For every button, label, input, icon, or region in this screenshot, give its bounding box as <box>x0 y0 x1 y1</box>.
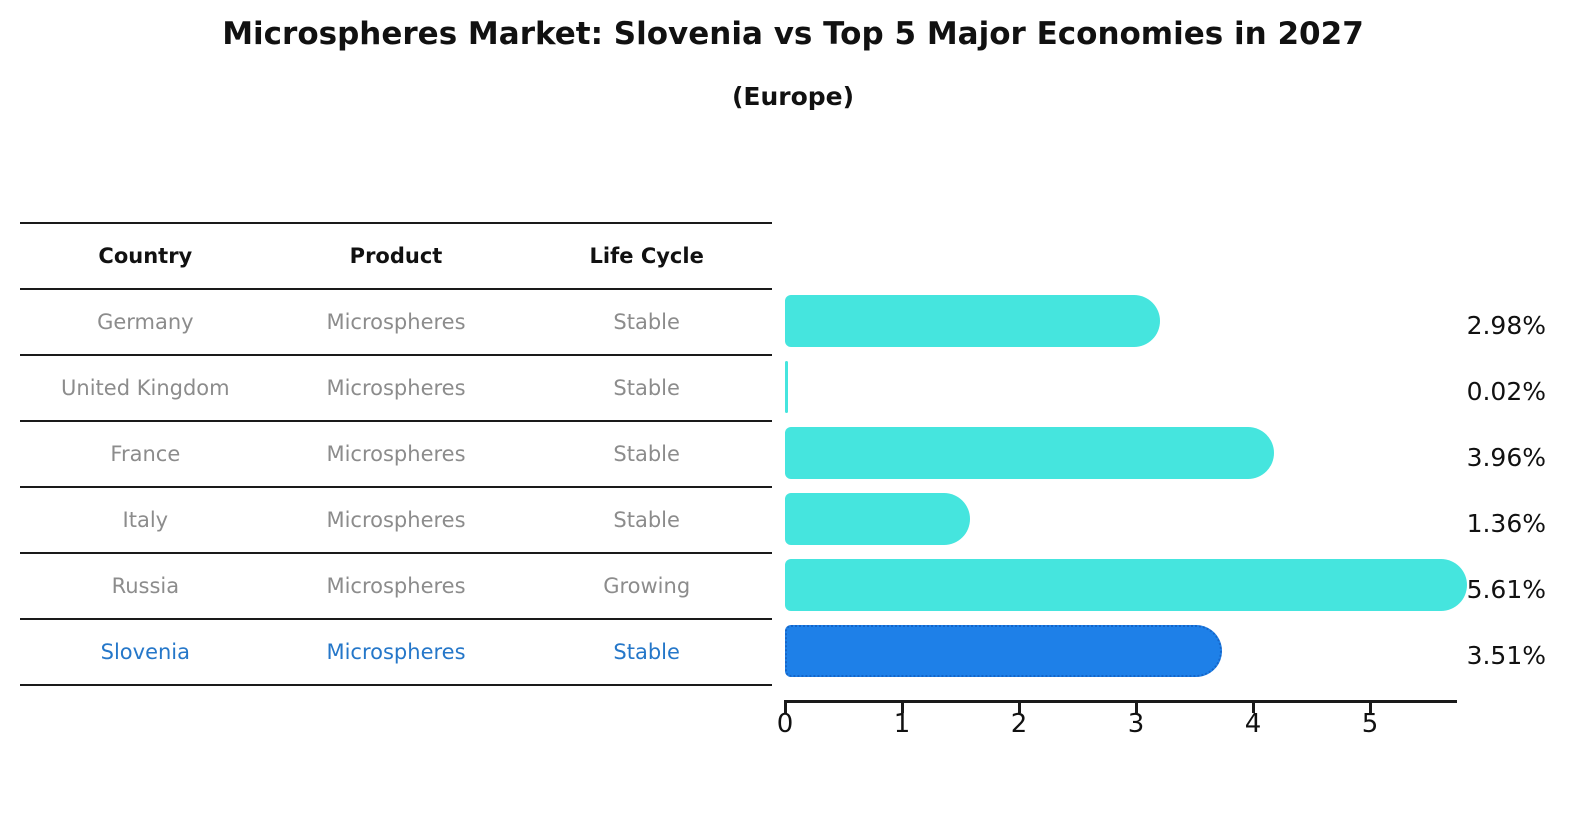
x-axis-tick-1 <box>901 700 904 713</box>
chart-subtitle: (Europe) <box>731 82 855 111</box>
life-cycle-cell: Stable <box>613 376 680 400</box>
x-axis-tick-label-4: 4 <box>1244 709 1262 739</box>
value-label-germany: 2.98% <box>1466 311 1546 340</box>
life-cycle-cell: Stable <box>613 508 680 532</box>
column-header-product: Product <box>349 244 443 268</box>
value-label-russia: 5.61% <box>1466 575 1546 604</box>
table-row-germany: Germany Microspheres Stable <box>20 290 772 356</box>
product-cell: Microspheres <box>326 376 466 400</box>
table-row-italy: Italy Microspheres Stable <box>20 488 772 554</box>
x-axis-tick-label-5: 5 <box>1361 709 1379 739</box>
country-cell: Slovenia <box>100 640 191 664</box>
product-cell: Microspheres <box>326 640 466 664</box>
x-axis-tick-3 <box>1135 700 1138 713</box>
country-cell: Germany <box>97 310 194 334</box>
x-axis-tick-0 <box>784 700 787 713</box>
table-row-russia: Russia Microspheres Growing <box>20 554 772 620</box>
value-label-united-kingdom: 0.02% <box>1466 377 1546 406</box>
bar-germany <box>785 295 1160 347</box>
bar-france <box>785 427 1274 479</box>
bar-slovenia <box>785 625 1222 677</box>
life-cycle-cell: Stable <box>613 310 680 334</box>
bar-italy <box>785 493 970 545</box>
country-table: Country Product Life Cycle Germany Microsph… <box>20 222 772 686</box>
value-label-italy: 1.36% <box>1466 509 1546 538</box>
x-axis-tick-4 <box>1252 700 1255 713</box>
product-cell: Microspheres <box>326 574 466 598</box>
x-axis-tick-label-1: 1 <box>893 709 911 739</box>
table-header-row: Country Product Life Cycle <box>20 224 772 290</box>
bar-russia <box>785 559 1467 611</box>
country-cell: Italy <box>122 508 169 532</box>
country-cell: United Kingdom <box>61 376 230 400</box>
chart-title: Microspheres Market: Slovenia vs Top 5 M… <box>222 16 1364 52</box>
column-header-country: Country <box>98 244 193 268</box>
x-axis-tick-label-0: 0 <box>776 709 794 739</box>
table-row-france: France Microspheres Stable <box>20 422 772 488</box>
product-cell: Microspheres <box>326 310 466 334</box>
bar-united-kingdom <box>785 361 788 413</box>
table-row-slovenia: Slovenia Microspheres Stable <box>20 620 772 686</box>
life-cycle-cell: Growing <box>603 574 691 598</box>
x-axis-tick-5 <box>1369 700 1372 713</box>
x-axis-tick-2 <box>1018 700 1021 713</box>
table-body: Germany Microspheres Stable United Kingdom M… <box>20 290 772 686</box>
product-cell: Microspheres <box>326 508 466 532</box>
table-row-united-kingdom: United Kingdom Microspheres Stable <box>20 356 772 422</box>
life-cycle-cell: Stable <box>613 442 680 466</box>
life-cycle-cell: Stable <box>613 640 680 664</box>
value-label-slovenia: 3.51% <box>1466 641 1546 670</box>
value-label-france: 3.96% <box>1466 443 1546 472</box>
x-axis-tick-label-3: 3 <box>1127 709 1145 739</box>
country-cell: France <box>110 442 181 466</box>
product-cell: Microspheres <box>326 442 466 466</box>
x-axis-line <box>785 700 1457 703</box>
x-axis-tick-label-2: 2 <box>1010 709 1028 739</box>
country-cell: Russia <box>111 574 180 598</box>
column-header-life-cycle: Life Cycle <box>589 244 704 268</box>
